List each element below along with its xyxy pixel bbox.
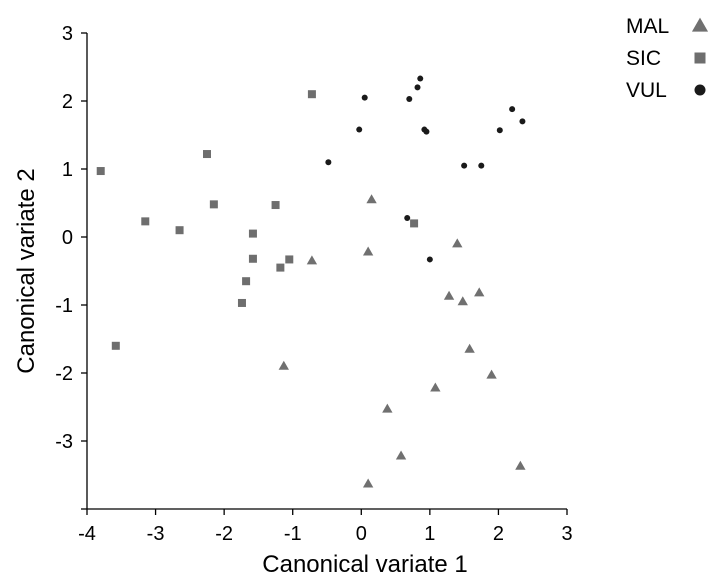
data-point-mal <box>457 296 468 306</box>
data-point-vul <box>361 94 368 101</box>
legend-item-vul: VUL <box>626 79 706 102</box>
data-point-mal <box>452 238 463 248</box>
data-point-sic <box>209 200 218 209</box>
data-point-vul <box>426 256 433 263</box>
x-tick-label: 3 <box>561 523 572 545</box>
legend-marker-sic <box>694 52 706 64</box>
data-point-mal <box>443 290 455 300</box>
data-point-sic <box>237 298 246 307</box>
x-tick-label: -1 <box>284 523 302 545</box>
axes <box>81 32 568 515</box>
x-tick-label: -3 <box>147 523 165 545</box>
data-point-vul <box>406 95 413 102</box>
data-point-vul <box>417 75 424 82</box>
data-point-sic <box>307 90 316 99</box>
y-tick-label: -2 <box>55 363 73 385</box>
x-tick-label: 0 <box>356 523 367 545</box>
data-point-mal <box>382 403 393 413</box>
data-point-vul <box>414 84 421 91</box>
data-point-mal <box>395 450 407 460</box>
data-point-sic <box>111 341 120 350</box>
data-point-sic <box>285 255 294 264</box>
data-point-sic <box>271 201 280 210</box>
y-axis-title: Canonical variate 2 <box>13 168 40 373</box>
x-axis-title: Canonical variate 1 <box>262 551 467 578</box>
data-point-sic <box>242 277 251 286</box>
x-tick-label: 1 <box>424 523 435 545</box>
data-point-sic <box>175 226 184 235</box>
y-tick-label: 2 <box>62 91 73 113</box>
legend: MAL SIC VUL <box>626 15 709 102</box>
data-point-sic <box>248 229 257 238</box>
series-mal <box>278 194 526 488</box>
data-point-vul <box>478 162 485 169</box>
series-vul <box>325 75 526 263</box>
data-point-sic <box>248 254 257 263</box>
tick-labels: -3 -2 -1 0 1 2 3 -4 -3 -2 -1 0 1 2 3 <box>55 23 572 545</box>
y-tick-label: 1 <box>62 159 73 181</box>
legend-marker-vul <box>694 84 706 96</box>
x-tick-label: -4 <box>78 523 96 545</box>
legend-item-mal: MAL <box>626 15 709 38</box>
data-point-mal <box>366 194 377 204</box>
legend-label: MAL <box>626 15 669 38</box>
legend-label: VUL <box>626 79 667 102</box>
data-point-mal <box>430 382 441 392</box>
data-point-mal <box>474 287 485 297</box>
data-point-vul <box>356 126 363 133</box>
x-tick-label: 2 <box>493 523 504 545</box>
data-point-sic <box>276 263 285 272</box>
data-point-vul <box>404 214 411 221</box>
data-point-mal <box>278 360 289 370</box>
data-point-vul <box>423 128 430 135</box>
x-tick-label: -2 <box>215 523 233 545</box>
legend-marker-mal <box>691 17 709 32</box>
y-tick-label: 0 <box>62 227 73 249</box>
y-tick-label: -1 <box>55 295 73 317</box>
y-tick-label: 3 <box>62 23 73 45</box>
legend-item-sic: SIC <box>626 47 706 70</box>
data-points <box>96 75 526 488</box>
series-sic <box>96 90 419 350</box>
data-point-vul <box>519 118 526 125</box>
data-point-sic <box>203 150 211 159</box>
data-point-mal <box>362 478 374 488</box>
data-point-mal <box>486 369 497 379</box>
data-point-vul <box>496 127 503 134</box>
data-point-sic <box>141 217 150 226</box>
y-tick-label: -3 <box>55 431 73 453</box>
data-point-mal <box>464 343 475 353</box>
data-point-sic <box>96 167 105 176</box>
data-point-mal <box>306 255 318 265</box>
legend-label: SIC <box>626 47 661 70</box>
data-point-vul <box>325 159 332 166</box>
data-point-mal <box>515 460 526 470</box>
data-point-sic <box>410 219 419 228</box>
data-point-mal <box>362 246 374 256</box>
data-point-vul <box>461 162 468 169</box>
data-point-vul <box>509 106 516 113</box>
